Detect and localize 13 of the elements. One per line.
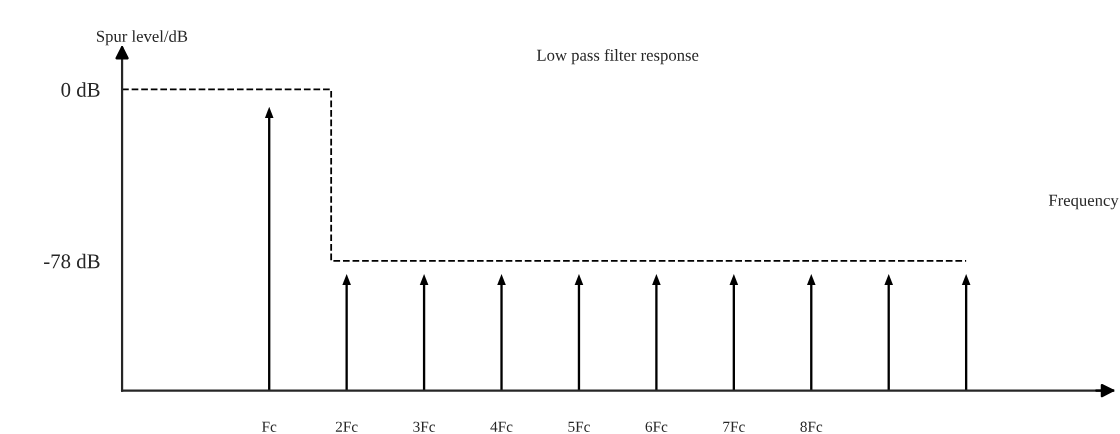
x-tick-label: 6Fc xyxy=(645,421,668,432)
x-tick-label: 8Fc xyxy=(800,421,823,432)
y-axis-title: Spur level/dB xyxy=(96,30,188,46)
y-tick-label: 0 dB xyxy=(61,82,100,97)
x-tick-label: 2Fc xyxy=(335,421,358,432)
x-tick-label: 3Fc xyxy=(413,421,436,432)
x-axis-title: Frequency xyxy=(1048,194,1119,210)
x-tick-label: 4Fc xyxy=(490,421,513,432)
x-tick-label: Fc xyxy=(262,421,277,432)
y-tick-label: -78 dB xyxy=(44,253,100,269)
x-tick-label: 7Fc xyxy=(723,421,745,432)
chart-title: Low pass filter response xyxy=(536,48,699,65)
x-tick-label: 5Fc xyxy=(568,421,590,432)
